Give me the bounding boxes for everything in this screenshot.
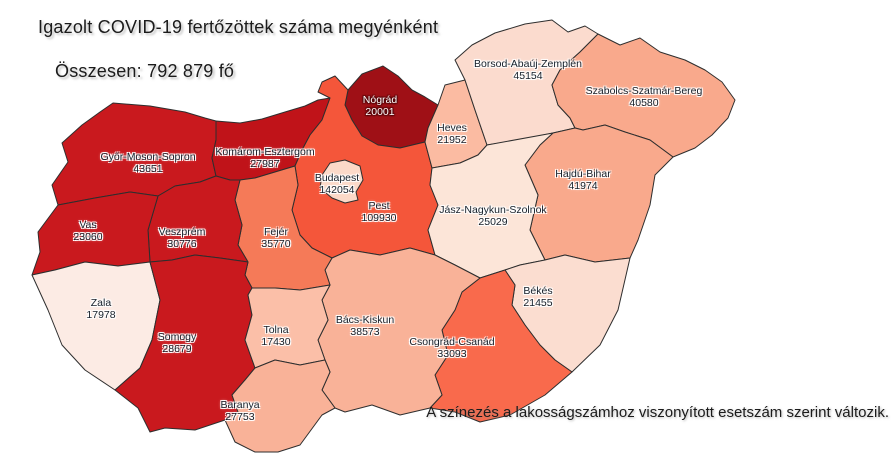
page-title: Igazolt COVID-19 fertőzöttek száma megyé…: [38, 17, 439, 37]
total-count-label: Összesen: 792 879 fő: [55, 61, 235, 81]
county-region-hajdu-bihar[interactable]: [524, 124, 674, 263]
county-region-baranya[interactable]: [224, 359, 336, 453]
county-region-vas[interactable]: [31, 191, 159, 276]
color-legend-note: A színezés a lakosságszámhoz viszonyítot…: [426, 404, 889, 421]
county-region-budapest[interactable]: [319, 159, 364, 204]
county-region-tolna[interactable]: [244, 284, 331, 369]
